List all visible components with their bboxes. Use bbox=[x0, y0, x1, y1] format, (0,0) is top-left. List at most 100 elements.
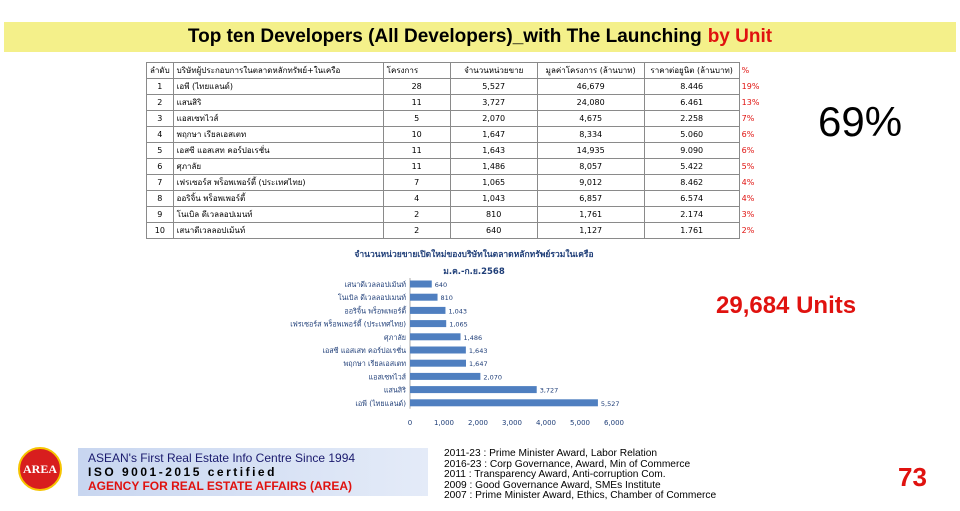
cell-price: 9.090 bbox=[643, 142, 740, 159]
table-row: 9 โนเบิล ดีเวลลอปเมนท์ 2 810 1,761 2.174 3% bbox=[146, 206, 764, 223]
x-tick-label: 3,000 bbox=[502, 419, 522, 427]
cell-projects: 11 bbox=[382, 158, 451, 175]
table-row: 6 ศุภาลัย 11 1,486 8,057 5.422 5% bbox=[146, 158, 764, 175]
cell-company: เอสซี แอสเสท คอร์ปอเรชั่น bbox=[172, 142, 384, 159]
cell-price: 5.422 bbox=[643, 158, 740, 175]
cell-value: 1,127 bbox=[536, 222, 645, 239]
cell-company: แสนสิริ bbox=[172, 94, 384, 111]
data-label: 3,727 bbox=[540, 387, 559, 395]
cell-company: เสนาดีเวลลอปเม้นท์ bbox=[172, 222, 384, 239]
title-highlight: by Unit bbox=[707, 26, 773, 47]
bar bbox=[410, 306, 446, 314]
top10-share: 69% bbox=[818, 98, 903, 145]
banner-line-3: AGENCY FOR REAL ESTATE AFFAIRS (AREA) bbox=[88, 479, 353, 493]
cell-rank: 6 bbox=[146, 158, 174, 175]
cell-percent: 6% bbox=[741, 146, 755, 155]
table-row: 2 แสนสิริ 11 3,727 24,080 6.461 13% bbox=[146, 94, 764, 111]
area-banner: ASEAN's First Real Estate Info Centre Si… bbox=[78, 448, 428, 496]
banner-line-1: ASEAN's First Real Estate Info Centre Si… bbox=[88, 451, 356, 465]
developers-table: ลำดับ บริษัทผู้ประกอบการในตลาดหลักทรัพย์… bbox=[146, 62, 764, 239]
category-label: เฟรเซอร์ส พร็อพเพอร์ตี้ (ประเทศไทย) bbox=[290, 319, 406, 329]
data-label: 1,065 bbox=[449, 321, 468, 329]
category-label: เสนาดีเวลลอปเม้นท์ bbox=[345, 280, 407, 289]
table-row: 5 เอสซี แอสเสท คอร์ปอเรชั่น 11 1,643 14,935 9… bbox=[146, 142, 764, 159]
cell-percent: 6% bbox=[741, 130, 755, 139]
category-label: ศุภาลัย bbox=[384, 333, 406, 342]
cell-value: 46,679 bbox=[536, 78, 645, 95]
cell-percent: 4% bbox=[741, 178, 755, 187]
cell-price: 6.574 bbox=[643, 190, 740, 207]
table-row: 8 ออริจิ้น พร็อพเพอร์ตี้ 4 1,043 6,857 6.574 4… bbox=[146, 190, 764, 207]
x-tick-label: 5,000 bbox=[570, 419, 590, 427]
cell-rank: 8 bbox=[146, 190, 174, 207]
category-label: แอสเซทไวส์ bbox=[369, 372, 407, 381]
award-item: 2007 : Prime Minister Award, Ethics, Cha… bbox=[444, 490, 717, 502]
data-label: 1,486 bbox=[464, 334, 483, 342]
x-tick-label: 6,000 bbox=[604, 419, 624, 427]
cell-percent: 13% bbox=[741, 98, 760, 107]
table-row: 10 เสนาดีเวลลอปเม้นท์ 2 640 1,127 1.761 2% bbox=[146, 222, 764, 239]
bar bbox=[410, 320, 447, 328]
cell-units: 810 bbox=[449, 206, 538, 223]
cell-units: 5,527 bbox=[449, 78, 538, 95]
logo-circle bbox=[19, 448, 61, 490]
award-item: 2011 : Transparency Award, Anti-corrupti… bbox=[444, 469, 666, 481]
total-units: 29,684 Units bbox=[716, 292, 857, 319]
units-bar-chart: จำนวนหน่วยขายเปิดใหม่ของบริษัทในตลาดหลัก… bbox=[290, 249, 624, 427]
x-tick-label: 4,000 bbox=[536, 419, 556, 427]
logo-ring bbox=[18, 447, 62, 491]
category-label: โนเบิล ดีเวลลอปเมนท์ bbox=[338, 293, 406, 302]
x-tick-label: 0 bbox=[408, 419, 412, 427]
table-row: 1 เอพี (ไทยแลนด์) 28 5,527 46,679 8.446 19% bbox=[146, 78, 764, 95]
awards-list: 2011-23 : Prime Minister Award, Labor Re… bbox=[444, 448, 717, 502]
bar bbox=[410, 346, 466, 354]
cell-percent: 3% bbox=[741, 210, 755, 219]
cell-projects: 28 bbox=[382, 78, 451, 95]
cell-rank: 7 bbox=[146, 174, 174, 191]
award-item: 2011-23 : Prime Minister Award, Labor Re… bbox=[444, 448, 658, 459]
banner-line-2: ISO 9001-2015 certified bbox=[88, 465, 277, 479]
chart-subtitle: ม.ค.-ก.ย.2568 bbox=[443, 267, 505, 277]
cell-price: 1.761 bbox=[643, 222, 740, 239]
cell-price: 5.060 bbox=[643, 126, 740, 143]
bar bbox=[410, 280, 432, 288]
cell-units: 1,065 bbox=[449, 174, 538, 191]
bar bbox=[410, 372, 481, 380]
cell-percent: 2% bbox=[741, 226, 755, 235]
cell-rank: 9 bbox=[146, 206, 174, 223]
cell-projects: 11 bbox=[382, 94, 451, 111]
category-label: พฤกษา เรียลเอสเตท bbox=[344, 359, 407, 368]
cell-units: 1,643 bbox=[449, 142, 538, 159]
header-value: มูลค่าโครงการ (ล้านบาท) bbox=[536, 62, 645, 79]
cell-rank: 1 bbox=[146, 78, 174, 95]
bar bbox=[410, 359, 466, 367]
cell-company: โนเบิล ดีเวลลอปเมนท์ bbox=[172, 206, 384, 223]
category-label: แสนสิริ bbox=[384, 386, 406, 395]
category-label: เอสซี แอสเสท คอร์ปอเรชั่น bbox=[323, 346, 407, 355]
cell-rank: 3 bbox=[146, 110, 174, 127]
award-item: 2009 : Good Governance Award, SMEs Insti… bbox=[444, 479, 661, 491]
header-company: บริษัทผู้ประกอบการในตลาดหลักทรัพย์+ในเคร… bbox=[172, 62, 384, 79]
cell-value: 4,675 bbox=[536, 110, 645, 127]
cell-percent: 7% bbox=[741, 114, 755, 123]
header-percent: % bbox=[739, 62, 764, 79]
table-row: 4 พฤกษา เรียลเอสเตท 10 1,647 8,334 5.060 6% bbox=[146, 126, 764, 143]
cell-projects: 5 bbox=[382, 110, 451, 127]
category-label: เอพี (ไทยแลนด์) bbox=[355, 399, 406, 408]
cell-percent: 5% bbox=[741, 162, 755, 171]
data-label: 2,070 bbox=[483, 373, 502, 381]
area-logo: AREA bbox=[18, 447, 62, 491]
cell-projects: 10 bbox=[382, 126, 451, 143]
cell-projects: 4 bbox=[382, 190, 451, 207]
page-title: Top ten Developers (All Developers)_with… bbox=[187, 26, 773, 47]
cell-price: 8.446 bbox=[643, 78, 740, 95]
cell-company: แอสเซทไวส์ bbox=[172, 110, 384, 127]
cell-percent: 4% bbox=[741, 194, 755, 203]
cell-value: 8,057 bbox=[536, 158, 645, 175]
cell-projects: 11 bbox=[382, 142, 451, 159]
cell-value: 14,935 bbox=[536, 142, 645, 159]
data-label: 5,527 bbox=[601, 400, 620, 408]
cell-company: ออริจิ้น พร็อพเพอร์ตี้ bbox=[172, 190, 384, 207]
header-units: จำนวนหน่วยขาย bbox=[449, 62, 538, 79]
bar bbox=[410, 333, 461, 341]
